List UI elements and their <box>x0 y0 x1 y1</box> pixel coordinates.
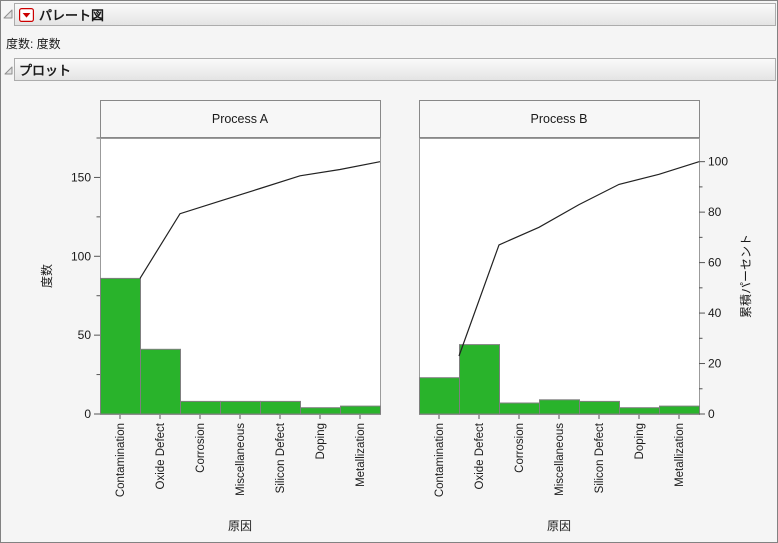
x-tick-label-process-a-silicon-defect: Silicon Defect <box>275 422 287 493</box>
pareto-bar-process-b-corrosion[interactable] <box>499 402 540 415</box>
outline-disclosure-plot[interactable] <box>4 62 14 75</box>
y-tick-label-150: 150 <box>71 170 91 184</box>
disclosure-triangle-expanded-icon <box>3 9 13 19</box>
pareto-bar-process-a-metallization[interactable] <box>340 405 381 415</box>
pareto-bar-process-b-contamination[interactable] <box>419 377 460 415</box>
x-tick-label-process-b-corrosion: Corrosion <box>514 423 526 473</box>
panel-title-box-process-a <box>100 100 381 138</box>
frequency-role-note: 度数: 度数 <box>6 37 61 51</box>
y2-tick-label-40: 40 <box>708 306 722 320</box>
pareto-report-title: パレート図 <box>39 8 105 23</box>
plot-section-title: プロット <box>19 63 72 78</box>
cumulative-percent-line-process-a <box>139 161 381 279</box>
pareto-bar-process-a-contamination[interactable] <box>100 277 141 415</box>
y-tick-label-50: 50 <box>78 328 92 342</box>
outline-header-pareto[interactable]: パレート図 <box>14 3 776 26</box>
y2-tick-label-20: 20 <box>708 357 722 371</box>
y2-tick-label-100: 100 <box>708 155 728 169</box>
x-tick-label-process-b-oxide-defect: Oxide Defect <box>474 422 486 489</box>
y-tick-label-100: 100 <box>71 249 91 263</box>
pareto-bar-process-b-metallization[interactable] <box>659 405 700 415</box>
pareto-bar-process-a-doping[interactable] <box>300 407 341 415</box>
pareto-bar-process-a-corrosion[interactable] <box>180 400 221 415</box>
outline-header-plot[interactable]: プロット <box>14 58 776 81</box>
x-axis-title-process-b: 原因 <box>547 519 571 533</box>
pareto-bar-process-a-miscellaneous[interactable] <box>220 400 261 415</box>
x-tick-label-process-b-silicon-defect: Silicon Defect <box>594 422 606 493</box>
pareto-bar-process-b-doping[interactable] <box>619 407 660 415</box>
panel-title-box-process-b <box>419 100 700 138</box>
y2-tick-label-0: 0 <box>708 407 715 421</box>
x-tick-label-process-a-miscellaneous: Miscellaneous <box>235 423 247 496</box>
x-tick-label-process-b-contamination: Contamination <box>434 423 446 497</box>
x-axis-title-process-a: 原因 <box>228 519 252 533</box>
pareto-bar-process-b-oxide-defect[interactable] <box>459 344 500 415</box>
cumulative-percent-line-process-b <box>458 161 700 357</box>
x-tick-label-process-a-oxide-defect: Oxide Defect <box>155 422 167 489</box>
panel-title-process-b: Process B <box>531 112 588 126</box>
x-tick-label-process-b-metallization: Metallization <box>674 423 686 487</box>
disclosure-triangle-expanded-icon <box>4 66 13 75</box>
y-axis-title-cumulative-percent: 累積パーセント <box>738 234 753 318</box>
pareto-bar-process-a-silicon-defect[interactable] <box>260 400 301 415</box>
x-tick-label-process-a-contamination: Contamination <box>115 423 127 497</box>
plot-frame-process-b <box>419 138 700 415</box>
x-tick-label-process-b-miscellaneous: Miscellaneous <box>554 423 566 496</box>
pareto-bar-process-b-silicon-defect[interactable] <box>579 400 620 415</box>
y2-tick-label-80: 80 <box>708 205 722 219</box>
outline-disclosure-pareto[interactable] <box>3 6 13 19</box>
pareto-bar-process-a-oxide-defect[interactable] <box>140 348 181 415</box>
x-tick-label-process-a-metallization: Metallization <box>355 423 367 487</box>
y-tick-label-0: 0 <box>84 407 91 421</box>
y-axis-title-count: 度数 <box>39 264 54 288</box>
red-triangle-menu-icon[interactable] <box>19 7 34 22</box>
x-tick-label-process-b-doping: Doping <box>634 423 646 459</box>
panel-title-process-a: Process A <box>212 112 269 126</box>
x-tick-label-process-a-doping: Doping <box>315 423 327 459</box>
y2-tick-label-60: 60 <box>708 256 722 270</box>
x-tick-label-process-a-corrosion: Corrosion <box>195 423 207 473</box>
pareto-bar-process-b-miscellaneous[interactable] <box>539 399 580 415</box>
